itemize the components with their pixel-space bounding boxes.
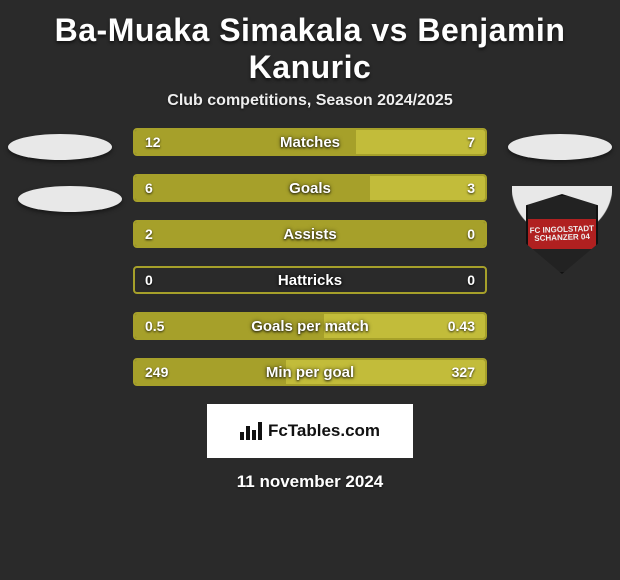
stat-value-left: 12 xyxy=(135,130,171,154)
stat-row: Hattricks0 0 xyxy=(133,266,487,294)
stat-value-left: 6 xyxy=(135,176,163,200)
stat-row: Matches127 xyxy=(133,128,487,156)
page-subtitle: Club competitions, Season 2024/2025 xyxy=(0,92,620,128)
brand-text: FcTables.com xyxy=(268,421,380,441)
stat-bar-left xyxy=(135,222,485,246)
stat-value-right: 0 xyxy=(457,268,485,292)
player-right-avatar-placeholder xyxy=(508,134,612,160)
comparison-content: FC INGOLSTADT SCHANZER 04 Matches127Goal… xyxy=(0,128,620,492)
page-title: Ba-Muaka Simakala vs Benjamin Kanuric xyxy=(0,0,620,92)
stat-row: Assists20 xyxy=(133,220,487,248)
snapshot-date: 11 november 2024 xyxy=(0,472,620,492)
stat-value-left: 249 xyxy=(135,360,178,384)
stat-bar-left xyxy=(135,176,370,200)
crest-text: FC INGOLSTADT SCHANZER 04 xyxy=(528,224,597,243)
stat-value-left: 0.5 xyxy=(135,314,174,338)
stat-row: Goals63 xyxy=(133,174,487,202)
stat-value-left: 0 xyxy=(135,268,163,292)
stat-value-right: 3 xyxy=(457,176,485,200)
stat-row: Min per goal249327 xyxy=(133,358,487,386)
brand-box: FcTables.com xyxy=(207,404,413,458)
stat-value-right: 7 xyxy=(457,130,485,154)
stat-value-left: 2 xyxy=(135,222,163,246)
stat-value-right: 327 xyxy=(442,360,485,384)
player-left-avatar-placeholder-1 xyxy=(8,134,112,160)
brand-bars-icon xyxy=(240,422,262,440)
stat-row: Goals per match0.50.43 xyxy=(133,312,487,340)
stat-value-right: 0.43 xyxy=(438,314,485,338)
player-left-avatar-placeholder-2 xyxy=(18,186,122,212)
player-right-club-crest: FC INGOLSTADT SCHANZER 04 xyxy=(512,186,612,272)
comparison-bars: Matches127Goals63Assists20Hattricks00Goa… xyxy=(133,128,487,386)
stat-label: Hattricks xyxy=(135,268,485,292)
stat-value-right: 0 xyxy=(457,222,485,246)
